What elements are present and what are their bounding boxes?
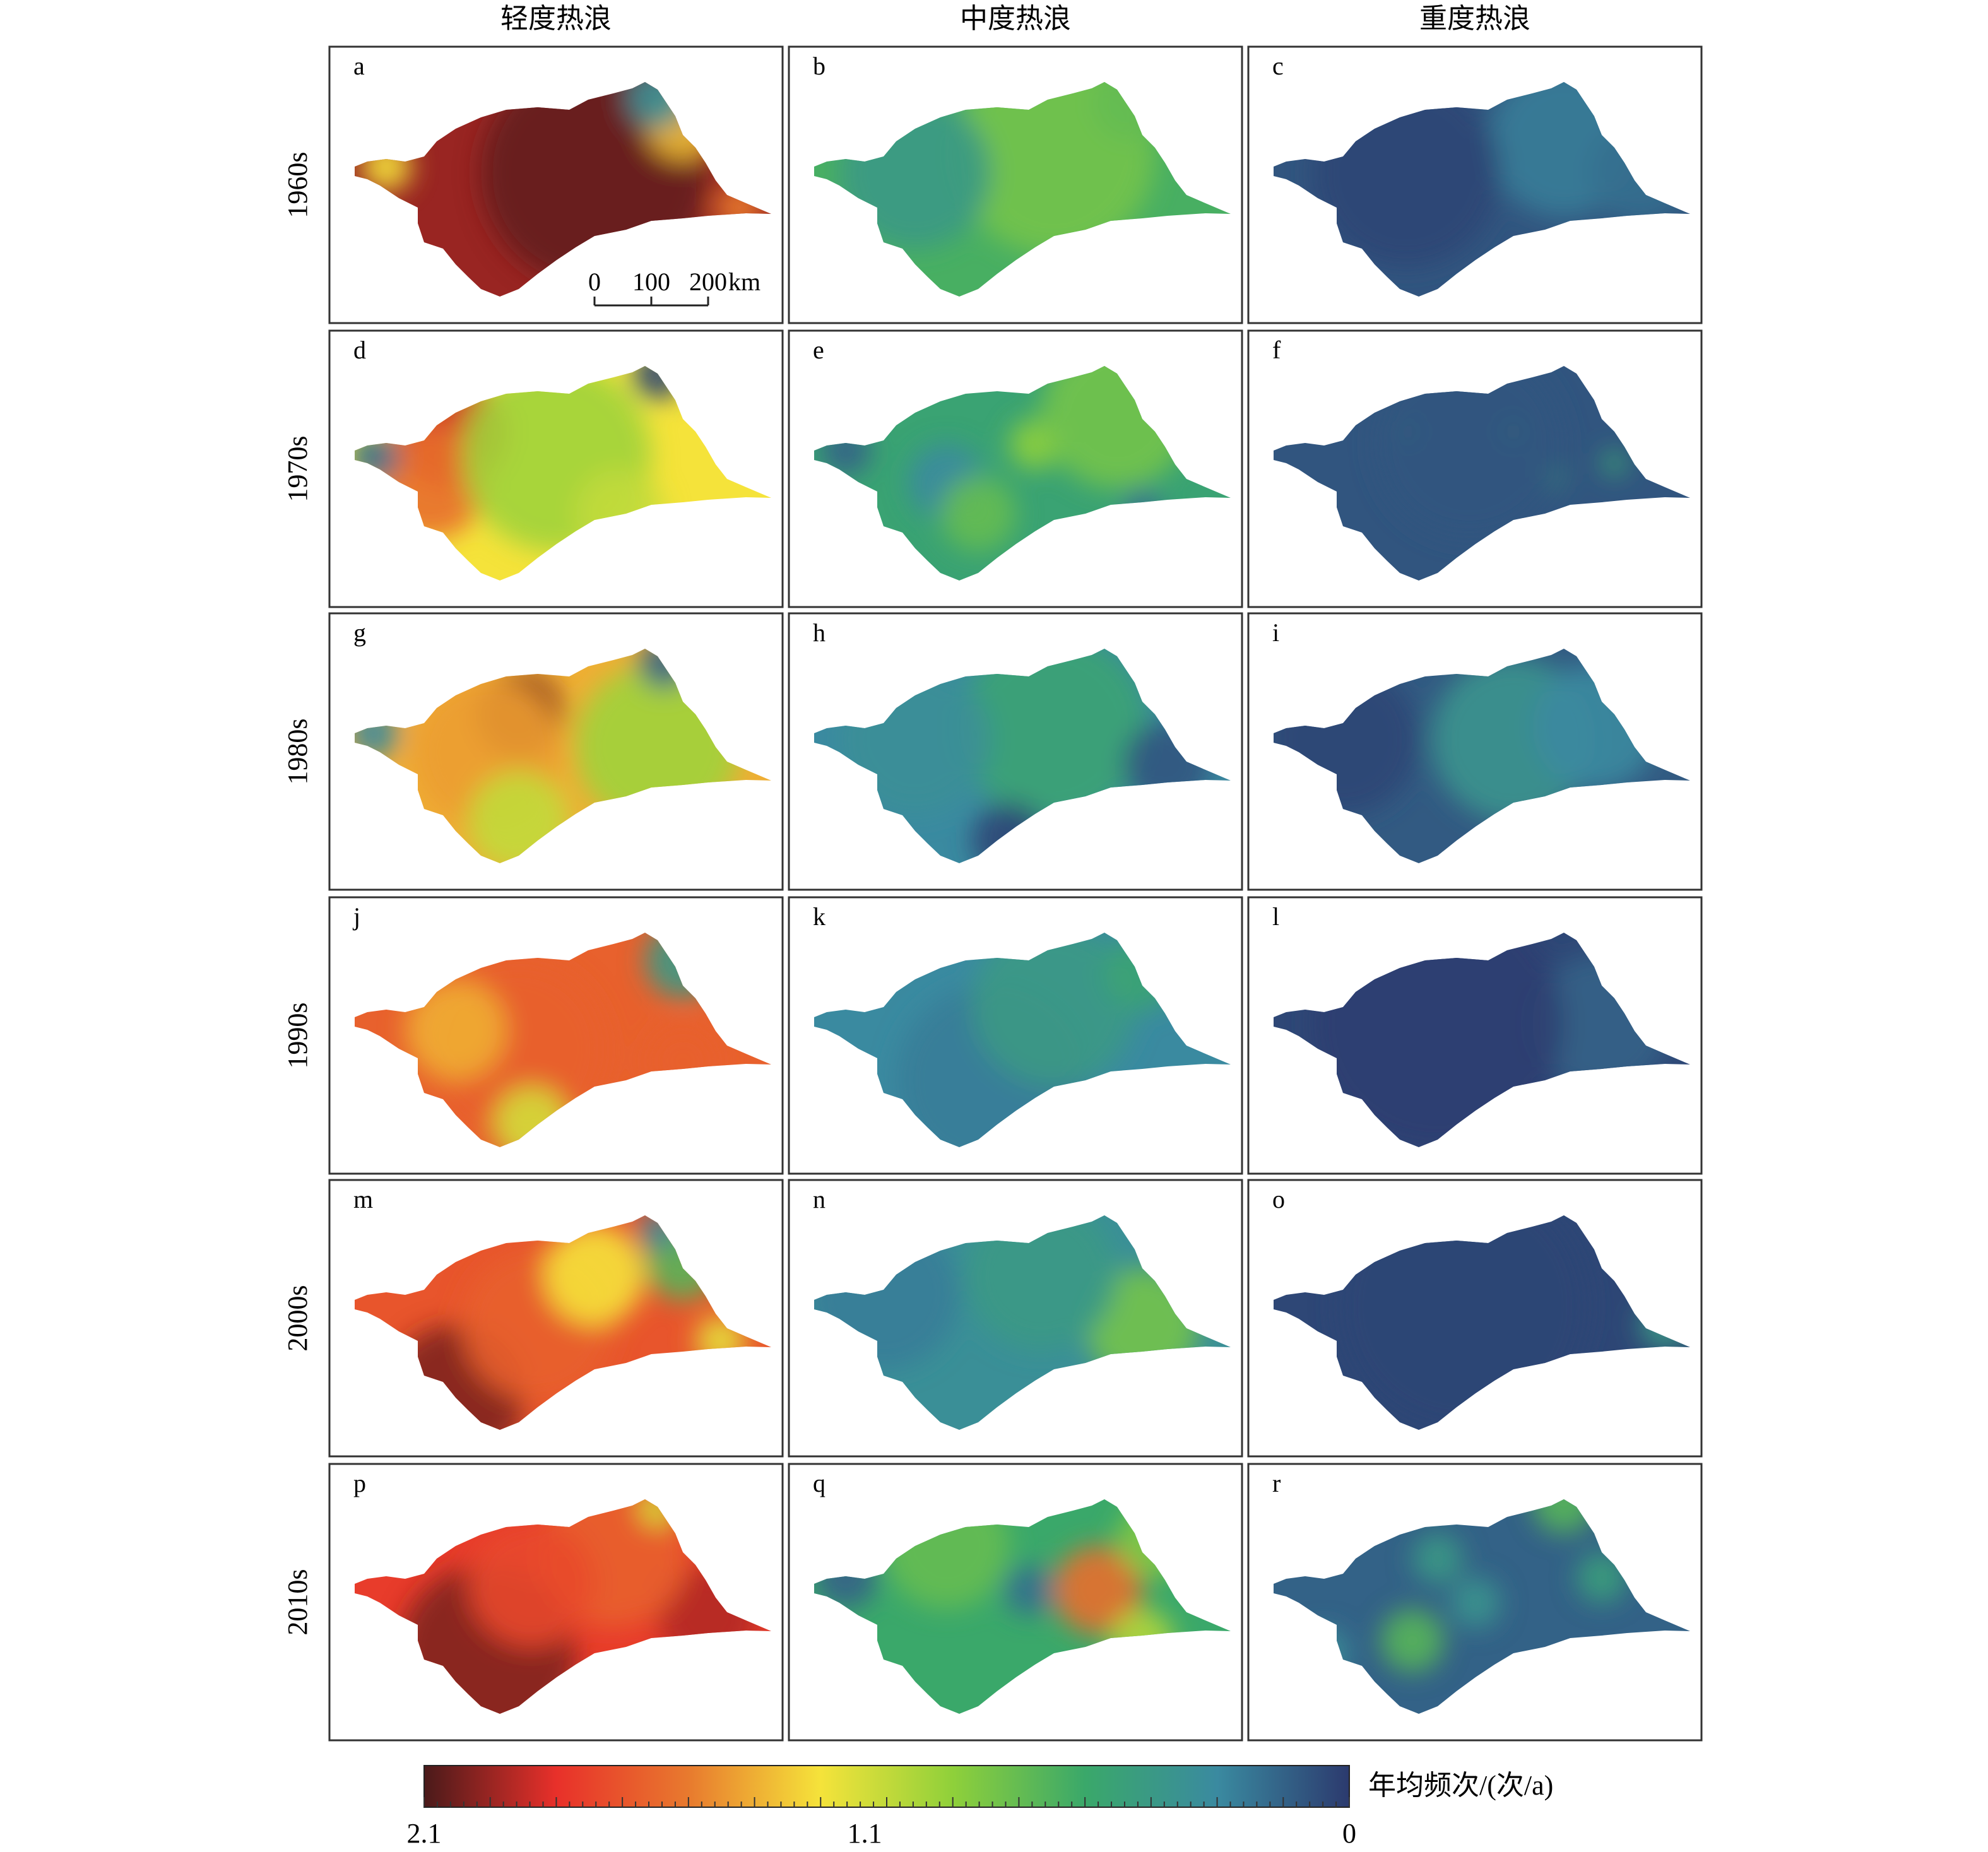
panel-letter: p xyxy=(353,1469,366,1497)
map-panel-d: d xyxy=(328,329,784,608)
hotspot xyxy=(1381,1609,1444,1672)
panel-letter: e xyxy=(813,336,824,364)
column-title-1: 轻度热浪 xyxy=(500,3,612,35)
row-label-1970s: 1970s xyxy=(282,435,313,502)
map-panel-c: c xyxy=(1247,45,1703,324)
colorbar: 2.1 1.1 0 年均频次/(次/a) xyxy=(407,1765,1553,1849)
hotspot xyxy=(1577,1552,1627,1603)
panel-letter: l xyxy=(1272,902,1279,931)
map-panel-j: j xyxy=(328,896,784,1175)
colorbar-tick-label: 2.1 xyxy=(407,1818,442,1849)
map-panel-i: i xyxy=(1247,612,1703,891)
hotspot xyxy=(1054,1546,1142,1634)
panel-letter: k xyxy=(813,902,825,931)
panel-letter: a xyxy=(353,52,365,80)
row-label-2000s: 2000s xyxy=(282,1285,313,1351)
scale-tick-label: 200 xyxy=(689,268,727,296)
hotspot xyxy=(972,933,1136,1087)
map-panel-n: n xyxy=(788,1179,1243,1458)
map-panel-m: m xyxy=(328,1179,784,1458)
map-panel-f: f xyxy=(1247,329,1703,608)
row-label-1960s: 1960s xyxy=(282,151,313,218)
panel-letter: h xyxy=(813,618,825,647)
panel-letter: j xyxy=(352,902,360,931)
map-panel-r: r xyxy=(1247,1463,1703,1742)
hotspot xyxy=(1532,1499,1595,1533)
colorbar-tick-label: 1.1 xyxy=(848,1818,882,1849)
map-panel-l: l xyxy=(1247,896,1703,1175)
hotspot xyxy=(959,649,1149,822)
panel-letter: d xyxy=(353,336,366,364)
hotspot-layer xyxy=(839,649,1212,863)
colorbar-tick-label: 0 xyxy=(1342,1818,1356,1849)
column-title-3: 重度热浪 xyxy=(1419,3,1530,35)
scale-tick-label: 0 xyxy=(588,268,601,296)
map-panel-g: g xyxy=(328,612,784,891)
column-title-2: 中度热浪 xyxy=(960,3,1071,35)
panel-letter: o xyxy=(1272,1185,1285,1213)
panel-letter: r xyxy=(1272,1469,1281,1497)
hotspot-layer xyxy=(1299,1499,1627,1678)
scale-tick-label: 100 xyxy=(632,268,670,296)
map-panel-p: p xyxy=(328,1463,784,1742)
hotspot xyxy=(468,1521,595,1647)
hotspot xyxy=(544,1224,645,1325)
map-panel-k: k xyxy=(788,896,1243,1175)
map-panel-q: q xyxy=(788,1463,1243,1742)
colorbar-title: 年均频次/(次/a) xyxy=(1368,1770,1553,1801)
scale-bar: 0 100 200 km xyxy=(588,268,760,307)
map-panel-h: h xyxy=(788,612,1243,891)
hotspot xyxy=(405,979,506,1080)
map-panel-b: b xyxy=(788,45,1243,324)
panel-letter: f xyxy=(1272,336,1281,364)
row-label-2010s: 2010s xyxy=(282,1569,313,1635)
panel-letter: n xyxy=(813,1185,825,1213)
scale-unit: km xyxy=(728,268,760,296)
hotspot xyxy=(1003,1565,1054,1615)
panel-letter: b xyxy=(813,52,825,80)
hotspot xyxy=(1375,366,1564,539)
row-label-1980s: 1980s xyxy=(282,718,313,784)
hotspot-layer xyxy=(1274,658,1659,822)
panel-letter: c xyxy=(1272,52,1284,80)
map-panel-o: o xyxy=(1247,1179,1703,1458)
hotspot xyxy=(1450,1578,1501,1628)
map-panel-a: a xyxy=(328,45,784,324)
panel-letter: g xyxy=(353,618,366,647)
panel-letter: m xyxy=(353,1185,373,1213)
panel-letter: q xyxy=(813,1469,825,1497)
row-label-1990s: 1990s xyxy=(282,1002,313,1068)
hotspot-layer xyxy=(1375,366,1627,539)
map-panel-e: e xyxy=(788,329,1243,608)
panel-letter: i xyxy=(1272,618,1279,647)
hotspot xyxy=(1602,451,1627,476)
hotspot xyxy=(1412,1533,1463,1584)
hotspot xyxy=(940,476,1016,551)
